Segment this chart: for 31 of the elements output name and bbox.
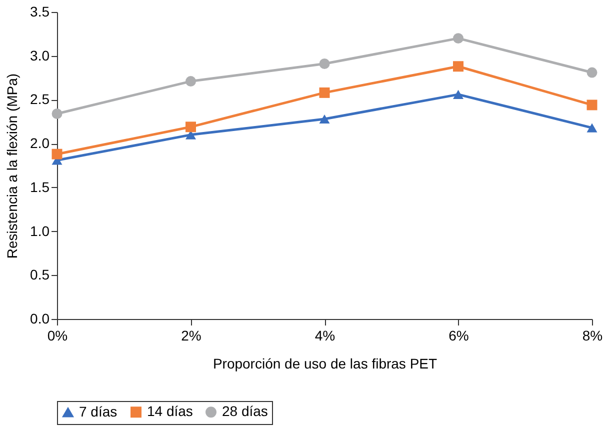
point (52, 148, 62, 160)
legend-label: 28 días (222, 403, 268, 420)
point (52, 108, 62, 119)
point (453, 61, 464, 72)
point (453, 33, 464, 44)
y-tick-label: 1.5 (30, 178, 50, 195)
x-axis-title: Proporción de uso de las fibras PET (212, 356, 438, 372)
point (586, 100, 598, 110)
y-tick-label: 2.5 (30, 91, 50, 108)
y-axis-title: Resistencia a la flexión (MPa) (4, 73, 20, 259)
x-tick-label: 0% (47, 328, 68, 344)
legend-label: 7 días (79, 403, 118, 420)
y-tick-label: 1.0 (30, 222, 50, 239)
point (586, 67, 598, 78)
y-tick-label: 0.0 (30, 310, 50, 326)
x-tick-label: 8% (582, 328, 603, 344)
y-tick-label: 0.5 (30, 266, 50, 283)
legend-label: 14 días (147, 403, 193, 420)
y-tick-label: 2.0 (30, 135, 50, 152)
x-tick-label: 4% (314, 328, 336, 344)
point (319, 114, 330, 124)
point (319, 87, 330, 98)
y-tick-label: 3.5 (30, 4, 50, 20)
point (186, 76, 196, 87)
x-tick-label: 2% (181, 328, 202, 344)
x-tick-label: 6% (448, 328, 469, 344)
point (586, 123, 598, 132)
point (186, 122, 196, 132)
point (453, 90, 464, 99)
point (319, 58, 330, 69)
y-tick-label: 3.0 (30, 47, 50, 64)
